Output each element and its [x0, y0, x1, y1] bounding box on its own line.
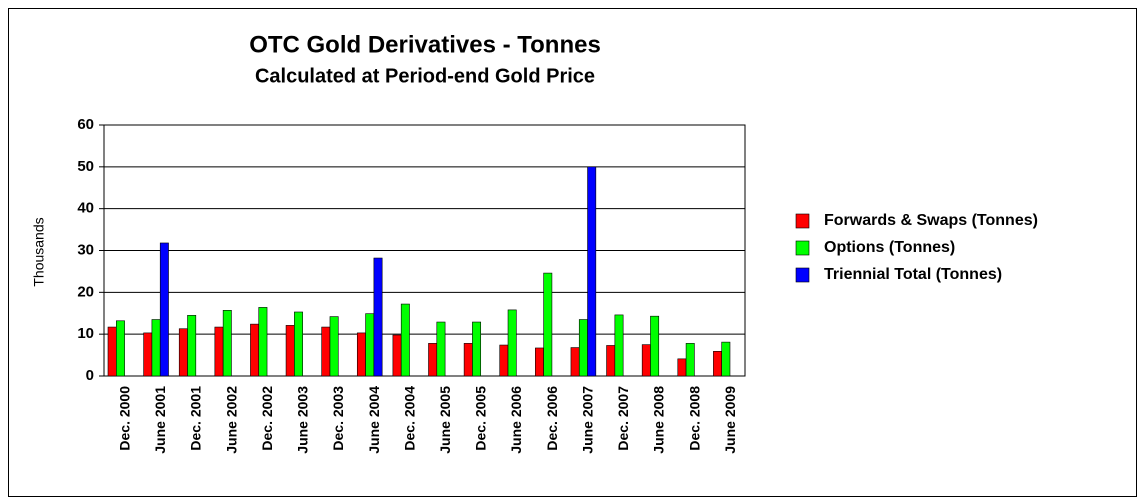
- bar: [641, 344, 651, 377]
- bar: [285, 325, 295, 377]
- x-tick-label: Dec. 2001: [188, 386, 204, 451]
- legend-swatch: [795, 267, 810, 283]
- legend-label: Triennial Total (Tonnes): [824, 266, 1002, 283]
- x-tick-label: Dec. 2004: [401, 386, 417, 451]
- legend-label: Forwards & Swaps (Tonnes): [824, 212, 1038, 229]
- y-tick-label: 0: [86, 367, 94, 384]
- bar: [400, 303, 410, 377]
- bar: [116, 320, 125, 377]
- bar: [258, 307, 268, 377]
- bar: [151, 319, 161, 377]
- legend-swatch: [795, 213, 810, 229]
- chart-subtitle: Calculated at Period-end Gold Price: [255, 65, 595, 87]
- chart-title: OTC Gold Derivatives - Tonnes: [249, 31, 601, 58]
- x-tick-label: Dec. 2005: [473, 386, 489, 451]
- y-axis-label: Thousands: [31, 217, 47, 286]
- bar: [159, 242, 169, 377]
- bar: [587, 166, 597, 377]
- bar: [214, 326, 224, 377]
- x-tick-label: Dec. 2007: [615, 386, 631, 451]
- x-tick-label: Dec. 2006: [544, 386, 560, 451]
- x-tick-label: June 2001: [152, 386, 168, 454]
- x-tick-label: June 2008: [651, 386, 667, 454]
- x-tick-label: June 2005: [437, 386, 453, 454]
- bar: [677, 358, 687, 377]
- x-tick-label: June 2002: [223, 386, 239, 454]
- bar: [499, 344, 509, 377]
- x-tick-label: June 2004: [366, 386, 382, 454]
- y-tick-label: 10: [77, 325, 94, 342]
- bar: [250, 323, 260, 377]
- y-tick-label: 40: [77, 200, 94, 217]
- x-tick-label: Dec. 2000: [117, 386, 133, 451]
- bar: [606, 345, 616, 377]
- x-tick-label: June 2007: [579, 386, 595, 454]
- bar: [356, 332, 366, 377]
- bar: [535, 347, 544, 377]
- bar: [721, 341, 731, 377]
- bar: [392, 334, 402, 377]
- bar: [543, 272, 553, 377]
- bar: [329, 316, 339, 377]
- bar: [294, 311, 303, 377]
- bar: [107, 326, 117, 377]
- bar: [143, 332, 153, 377]
- bar: [436, 321, 446, 377]
- bar: [570, 347, 580, 377]
- y-tick-label: 60: [77, 116, 94, 133]
- bar: [472, 321, 482, 377]
- bar: [614, 314, 624, 377]
- x-tick-label: June 2003: [295, 386, 311, 454]
- legend-label: Options (Tonnes): [824, 239, 955, 256]
- bar: [650, 315, 660, 377]
- x-tick-label: Dec. 2008: [686, 386, 702, 451]
- bar: [507, 309, 517, 377]
- bar: [222, 310, 232, 377]
- x-tick-label: June 2009: [722, 386, 738, 454]
- bar: [463, 343, 473, 377]
- bar: [713, 351, 722, 377]
- bar: [321, 326, 331, 377]
- x-tick-label: June 2006: [508, 386, 524, 454]
- bar: [578, 319, 588, 377]
- bar: [178, 328, 188, 377]
- legend-swatch: [795, 240, 810, 256]
- x-tick-label: Dec. 2002: [259, 386, 275, 451]
- bar: [365, 313, 375, 377]
- x-tick-label: Dec. 2003: [330, 386, 346, 451]
- y-tick-label: 30: [77, 241, 94, 258]
- bar: [428, 343, 438, 377]
- y-tick-label: 50: [77, 158, 94, 175]
- y-tick-label: 20: [77, 283, 94, 300]
- bar: [373, 257, 383, 377]
- bar: [187, 315, 197, 377]
- bar: [685, 343, 695, 377]
